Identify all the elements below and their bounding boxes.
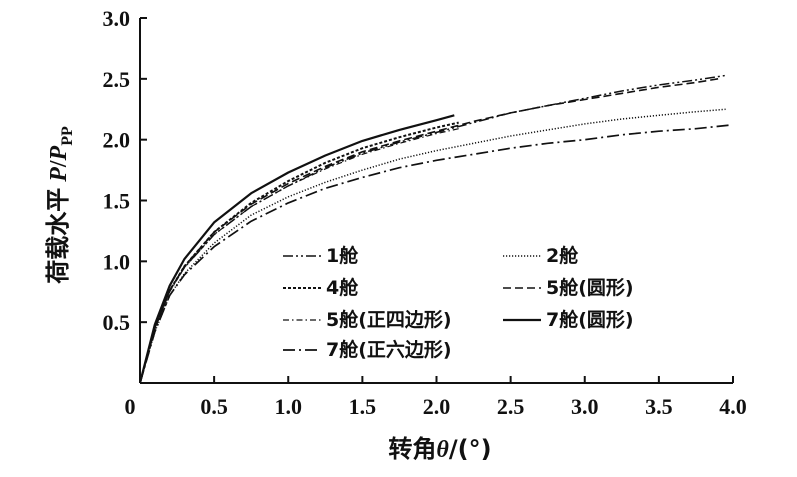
y-tick-label: 3.0 [103, 6, 131, 31]
y-tick-label: 1.5 [103, 189, 131, 214]
x-tick-label: 3.0 [571, 394, 599, 419]
x-axis-title-variable: θ [436, 437, 449, 463]
y-ticks: 0.5 1.0 1.5 2.0 2.5 3.0 [103, 6, 147, 335]
series-line [139, 124, 731, 384]
series-lines [138, 74, 731, 384]
legend-label: 5舱(正四边形) [326, 308, 452, 331]
y-tick-label: 2.5 [103, 67, 131, 92]
x-tick-label: 4.0 [719, 394, 747, 419]
y-axis-title: 荷载水平P/PPP [44, 126, 76, 284]
y-axis-title-text: 荷载水平 [44, 188, 72, 284]
series-line [138, 114, 455, 384]
x-tick-label: 1.5 [349, 394, 377, 419]
x-tick-label: 3.5 [645, 394, 673, 419]
x-axis-title-unit: /(°) [449, 435, 492, 463]
legend-label: 1舱 [326, 244, 359, 267]
series-line [139, 128, 459, 384]
x-tick-label: 2.5 [497, 394, 525, 419]
legend-label: 7舱(正六边形) [326, 338, 452, 361]
x-axis-title: 转角θ/(°) [388, 435, 491, 463]
y-axis-title-variable: P [46, 167, 72, 183]
y-axis-title-variable-2: P [46, 145, 72, 161]
x-tick-label: 2.0 [423, 394, 451, 419]
x-ticks: 0 0.5 1.0 1.5 2.0 2.5 3.0 3.5 4.0 [125, 376, 747, 419]
y-axis-title-slash: / [46, 160, 72, 168]
y-tick-label: 0.5 [103, 310, 131, 335]
legend-label: 4舱 [326, 276, 359, 299]
y-tick-label: 2.0 [103, 128, 131, 153]
x-axis-title-text: 转角 [388, 435, 436, 463]
legend-label: 2舱 [546, 244, 579, 267]
x-tick-label: 1.0 [275, 394, 303, 419]
series-line [139, 108, 726, 384]
y-tick-label: 1.0 [103, 249, 131, 274]
legend-label: 5舱(圆形) [546, 276, 634, 299]
legend: 1舱 2舱 4舱 5舱(圆形) 5舱(正四边形) 7舱(圆形) 7舱(正六边形) [283, 244, 634, 361]
y-axis-title-subscript: PP [59, 126, 76, 146]
legend-label: 7舱(圆形) [546, 308, 634, 331]
x-tick-label: 0.5 [200, 394, 228, 419]
series-line [139, 78, 719, 384]
x-tick-label: 0 [125, 394, 136, 419]
